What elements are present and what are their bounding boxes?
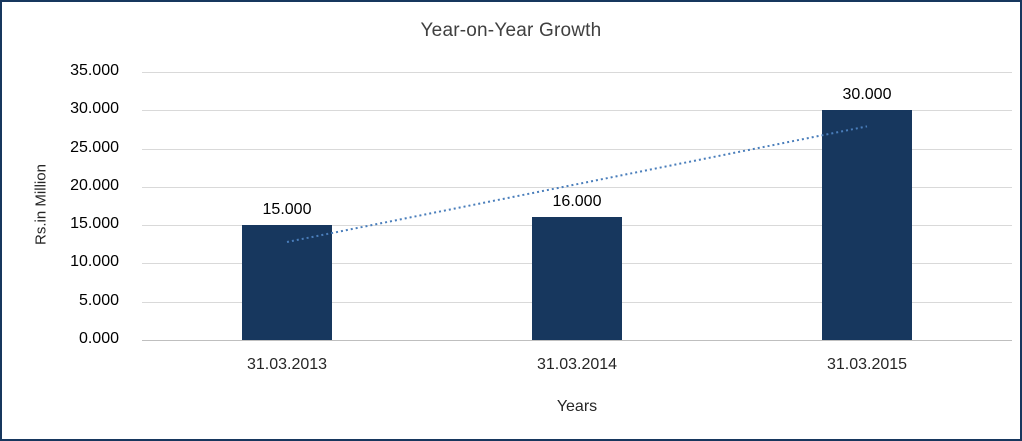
y-tick-label: 10.000 — [70, 253, 119, 271]
y-tick-label: 35.000 — [70, 62, 119, 79]
bar-31.03.2015 — [822, 110, 912, 340]
y-tick-label: 30.000 — [70, 100, 119, 118]
gridline — [142, 186, 1012, 188]
plot-area: 15.000 16.000 30.000 — [142, 72, 1012, 341]
y-tick-label: 5.000 — [78, 291, 119, 309]
x-tick-label: 31.03.2014 — [536, 356, 618, 373]
y-tick-label: 15.000 — [70, 215, 119, 233]
trendline — [286, 125, 868, 243]
x-axis-line — [142, 340, 1012, 341]
trendline-layer — [286, 125, 868, 243]
bar-31.03.2014 — [532, 217, 622, 340]
x-axis-title: Years — [556, 398, 598, 415]
bar-value-label: 30.000 — [842, 86, 892, 104]
chart-title: Year-on-Year Growth — [420, 20, 602, 41]
gridline — [142, 110, 1012, 112]
bar-31.03.2013 — [242, 225, 332, 340]
x-tick-label: 31.03.2015 — [826, 356, 908, 373]
gridline — [142, 148, 1012, 150]
x-axis-ticks: 31.03.2013 31.03.2014 31.03.2015 — [142, 356, 1012, 378]
y-tick-label: 20.000 — [70, 176, 119, 194]
y-tick-label: 0.000 — [78, 330, 119, 347]
x-tick-label: 31.03.2013 — [246, 356, 328, 373]
y-tick-label: 25.000 — [70, 138, 119, 156]
bar-value-label: 16.000 — [552, 193, 602, 211]
y-axis-ticks: 0.000 5.000 10.000 15.000 20.000 25.000 30.000… — [2, 2, 132, 439]
gridline — [142, 72, 1012, 73]
bar-value-label: 15.000 — [262, 201, 312, 219]
